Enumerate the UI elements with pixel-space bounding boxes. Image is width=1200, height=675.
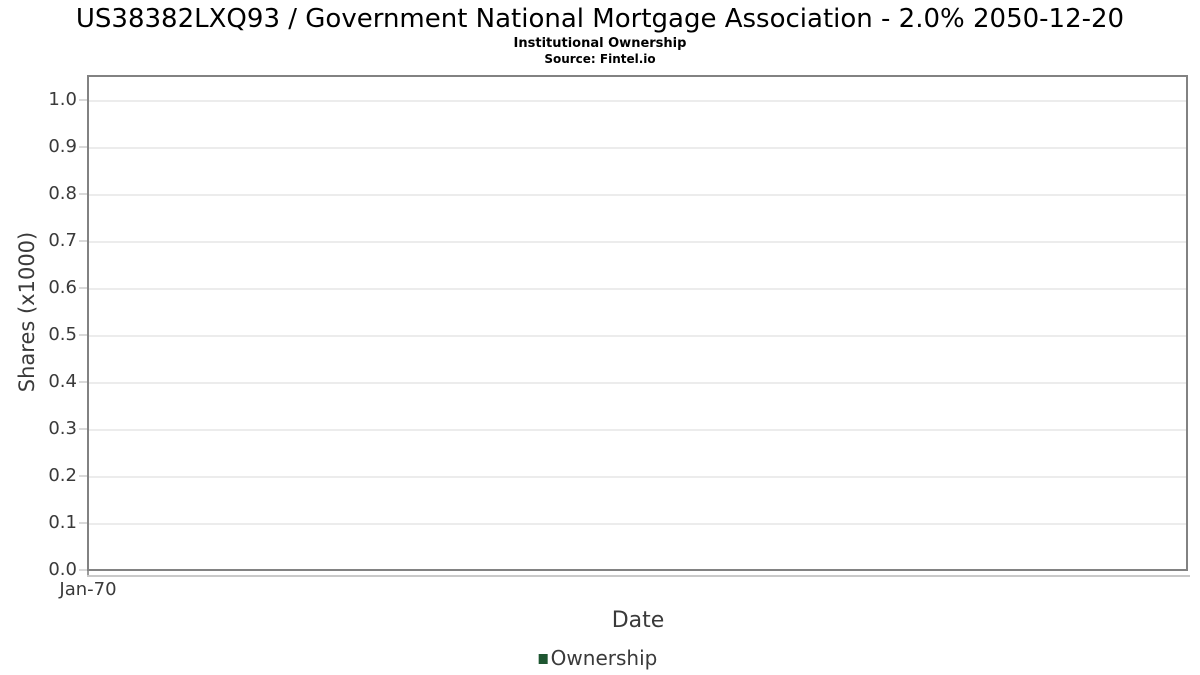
gridline (89, 100, 1186, 102)
legend-marker-icon (538, 654, 548, 664)
gridline (89, 335, 1186, 337)
y-tick-label: 0.7 (48, 230, 77, 252)
y-tick-mark (79, 569, 87, 571)
x-tick-label: Jan-70 (59, 579, 117, 600)
y-tick-mark (79, 475, 87, 477)
chart-subtitle: Institutional Ownership (513, 36, 687, 51)
y-tick-mark (79, 287, 87, 289)
x-axis-title: Date (611, 608, 665, 633)
y-tick-mark (79, 99, 87, 101)
legend: Ownership (538, 646, 658, 670)
gridline (89, 241, 1186, 243)
legend-item-ownership[interactable]: Ownership (550, 646, 658, 670)
y-axis-title: Shares (x1000) (15, 231, 39, 393)
y-tick-label: 1.0 (48, 89, 77, 111)
y-tick-label: 0.4 (48, 371, 77, 393)
y-tick-label: 0.5 (48, 324, 77, 346)
y-tick-mark (79, 146, 87, 148)
y-tick-label: 0.2 (48, 465, 77, 487)
y-tick-mark (79, 193, 87, 195)
gridline (89, 429, 1186, 431)
chart-source: Source: Fintel.io (544, 52, 656, 66)
y-tick-label: 0.3 (48, 418, 77, 440)
y-tick-label: 0.1 (48, 512, 77, 534)
y-tick-mark (79, 240, 87, 242)
gridline (89, 523, 1186, 525)
y-tick-mark (79, 522, 87, 524)
y-tick-label: 0.8 (48, 183, 77, 205)
y-tick-label: 0.9 (48, 136, 77, 158)
y-tick-mark (79, 334, 87, 336)
x-tick-mark (87, 571, 89, 577)
x-axis-baseline (87, 575, 1190, 577)
gridline (89, 382, 1186, 384)
gridline (89, 476, 1186, 478)
y-tick-mark (79, 381, 87, 383)
gridline (89, 288, 1186, 290)
plot-area (87, 75, 1188, 571)
chart-title: US38382LXQ93 / Government National Mortg… (75, 4, 1125, 34)
y-tick-label: 0.0 (48, 559, 77, 581)
gridline (89, 194, 1186, 196)
gridline (89, 147, 1186, 149)
y-tick-label: 0.6 (48, 277, 77, 299)
y-tick-mark (79, 428, 87, 430)
